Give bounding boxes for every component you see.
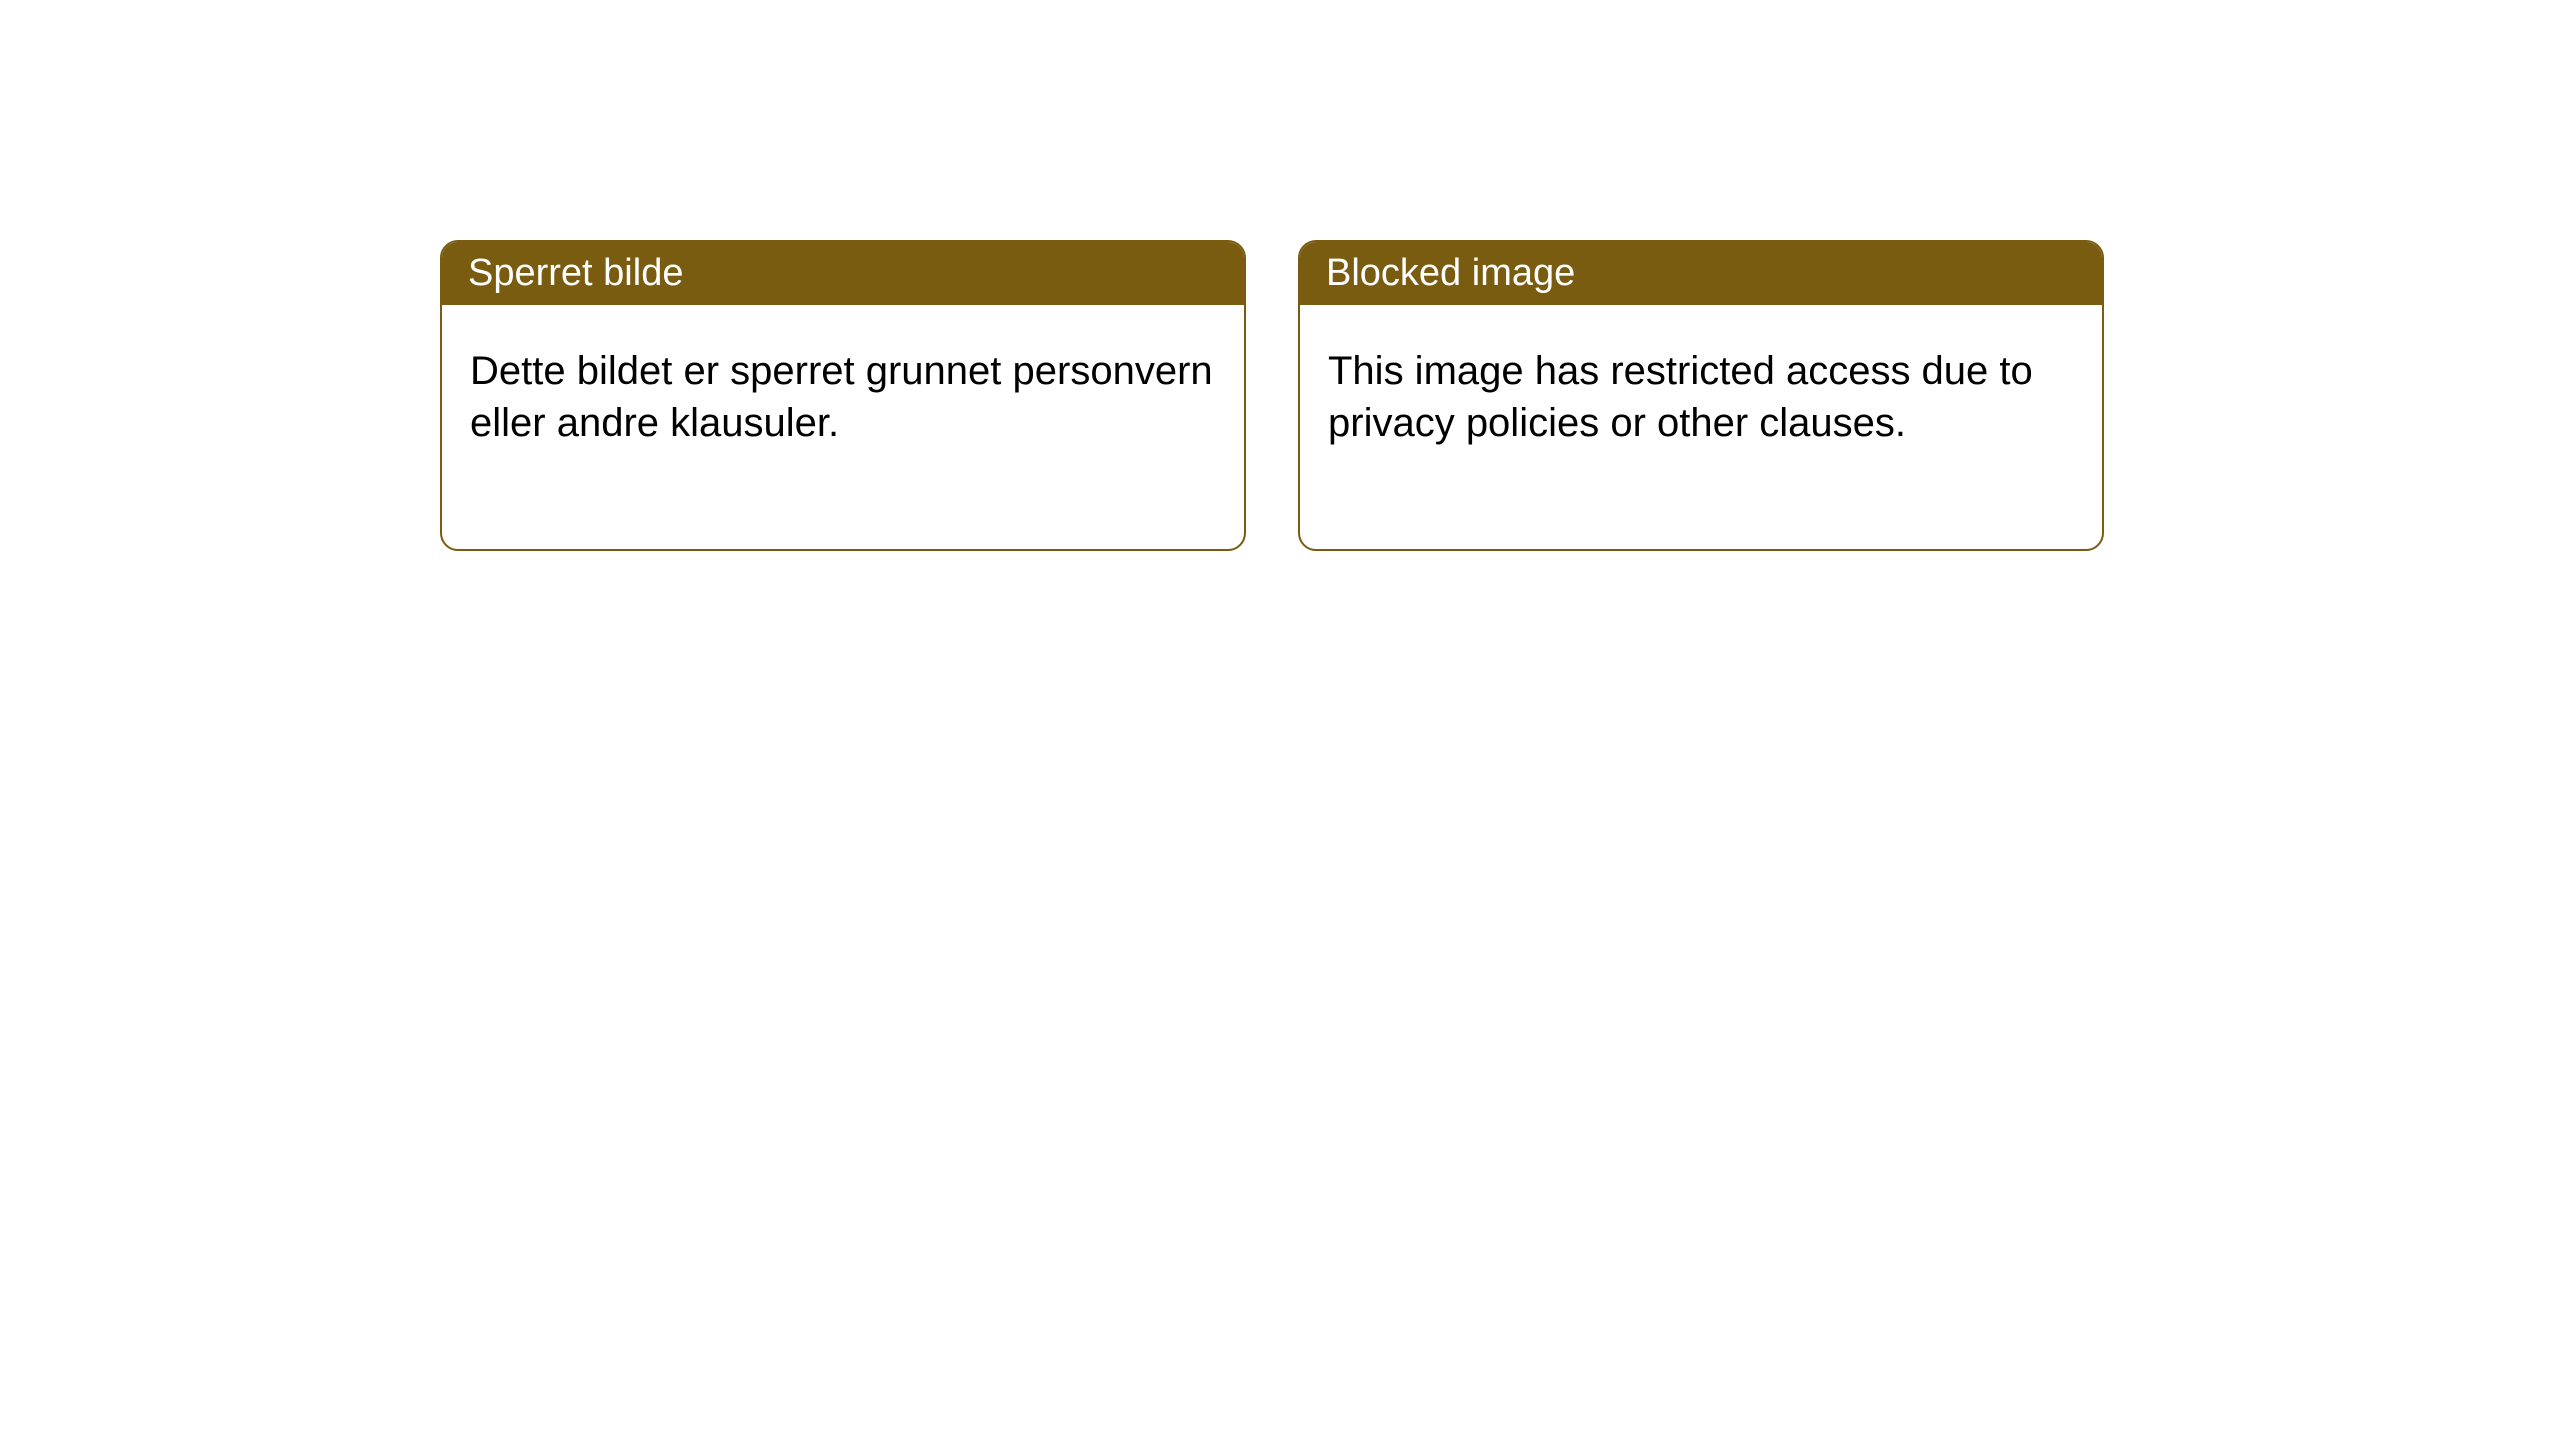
notice-card-english: Blocked image This image has restricted … bbox=[1298, 240, 2104, 551]
card-body: This image has restricted access due to … bbox=[1300, 305, 2102, 549]
card-header: Sperret bilde bbox=[442, 242, 1244, 305]
notice-cards-container: Sperret bilde Dette bildet er sperret gr… bbox=[0, 0, 2560, 551]
notice-card-norwegian: Sperret bilde Dette bildet er sperret gr… bbox=[440, 240, 1246, 551]
card-body: Dette bildet er sperret grunnet personve… bbox=[442, 305, 1244, 549]
card-header: Blocked image bbox=[1300, 242, 2102, 305]
